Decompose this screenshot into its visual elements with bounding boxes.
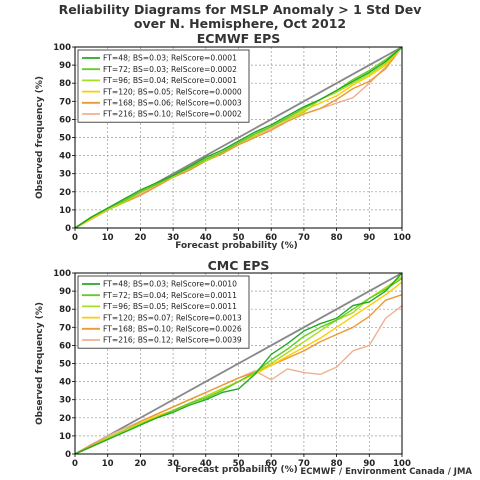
- x-tick-label: 60: [265, 233, 277, 243]
- x-tick-label: 30: [167, 459, 179, 469]
- y-axis-label: Observed frequency (%): [35, 76, 45, 199]
- y-tick-label: 20: [59, 414, 71, 424]
- figure-title-line1: Reliability Diagrams for MSLP Anomaly > …: [59, 2, 422, 17]
- legend-entry-6: FT=216; BS=0.10; RelScore=0.0002: [103, 110, 242, 119]
- legend-entry-1: FT=48; BS=0.03; RelScore=0.0001: [103, 54, 237, 63]
- series-line-1: [74, 46, 403, 229]
- legend-box: [77, 275, 250, 349]
- x-tick-label: 40: [200, 459, 212, 469]
- x-tick-label: 40: [200, 233, 212, 243]
- x-tick-label: 80: [331, 233, 343, 243]
- y-tick-label: 0: [65, 224, 71, 234]
- credit-text: ECMWF / Environment Canada / JMA: [300, 467, 472, 477]
- legend-entry-5: FT=168; BS=0.06; RelScore=0.0003: [103, 99, 242, 108]
- x-tick-label: 80: [331, 459, 343, 469]
- y-tick-label: 100: [53, 43, 71, 53]
- x-tick-label: 50: [233, 459, 245, 469]
- legend-box: [77, 49, 250, 123]
- y-tick-label: 40: [59, 152, 71, 162]
- legend-entry-2: FT=72; BS=0.04; RelScore=0.0011: [103, 291, 237, 300]
- x-tick-label: 70: [298, 459, 310, 469]
- legend-entry-5: FT=168; BS=0.10; RelScore=0.0026: [103, 325, 242, 334]
- x-tick-label: 0: [72, 233, 78, 243]
- y-tick-label: 40: [59, 378, 71, 388]
- y-tick-label: 50: [59, 134, 71, 144]
- figure-title-line2: over N. Hemisphere, Oct 2012: [134, 16, 346, 31]
- x-tick-label: 100: [393, 459, 411, 469]
- legend-entry-3: FT=96; BS=0.05; RelScore=0.0011: [103, 302, 237, 311]
- y-tick-label: 20: [59, 188, 71, 198]
- y-tick-label: 10: [59, 206, 71, 216]
- y-tick-label: 10: [59, 432, 71, 442]
- x-axis-label: Forecast probability (%): [175, 465, 298, 475]
- y-tick-label: 70: [59, 323, 71, 333]
- y-axis-label: Observed frequency (%): [35, 302, 45, 425]
- x-tick-label: 30: [167, 233, 179, 243]
- y-tick-label: 80: [59, 305, 71, 315]
- x-tick-label: 60: [265, 459, 277, 469]
- series-line-1: [74, 272, 403, 455]
- y-tick-label: 70: [59, 97, 71, 107]
- x-tick-label: 20: [134, 459, 146, 469]
- y-tick-label: 0: [65, 450, 71, 460]
- legend-entry-4: FT=120; BS=0.05; RelScore=0.0000: [103, 87, 242, 96]
- legend-entry-1: FT=48; BS=0.03; RelScore=0.0010: [103, 280, 237, 289]
- y-tick-label: 100: [53, 269, 71, 279]
- x-tick-label: 10: [102, 233, 114, 243]
- legend-entry-6: FT=216; BS=0.12; RelScore=0.0039: [103, 336, 242, 345]
- cmc-panel: CMC EPS 0 10 20 30 40 50 60 70 80 90 100 0 10 20 30 40 50…: [35, 258, 411, 475]
- legend-entry-4: FT=120; BS=0.07; RelScore=0.0013: [103, 313, 242, 322]
- y-tick-label: 30: [59, 170, 71, 180]
- x-tick-label: 20: [134, 233, 146, 243]
- y-tick-label: 60: [59, 115, 71, 125]
- x-tick-label: 50: [233, 233, 245, 243]
- y-tick-label: 80: [59, 79, 71, 89]
- chart-title: CMC EPS: [208, 258, 270, 273]
- x-tick-label: 90: [363, 459, 375, 469]
- y-tick-label: 30: [59, 396, 71, 406]
- x-tick-label: 100: [393, 233, 411, 243]
- y-tick-label: 90: [59, 61, 71, 71]
- series-line-2: [74, 46, 403, 229]
- x-tick-label: 10: [102, 459, 114, 469]
- chart-title: ECMWF EPS: [197, 31, 281, 46]
- x-tick-label: 0: [72, 459, 78, 469]
- legend-entry-2: FT=72; BS=0.03; RelScore=0.0002: [103, 65, 237, 74]
- perfect-reliability-line: [74, 272, 403, 455]
- y-tick-label: 60: [59, 341, 71, 351]
- series-line-5: [74, 46, 403, 229]
- y-tick-label: 90: [59, 287, 71, 297]
- x-tick-label: 90: [363, 233, 375, 243]
- ecmwf-panel: ECMWF EPS 0 10 20 30 40 50 60 70 80 90 100 0 10 20 30 40…: [35, 31, 411, 251]
- x-axis-label: Forecast probability (%): [175, 241, 298, 251]
- legend-entry-3: FT=96; BS=0.04; RelScore=0.0001: [103, 76, 237, 85]
- x-tick-label: 70: [298, 233, 310, 243]
- y-tick-label: 50: [59, 360, 71, 370]
